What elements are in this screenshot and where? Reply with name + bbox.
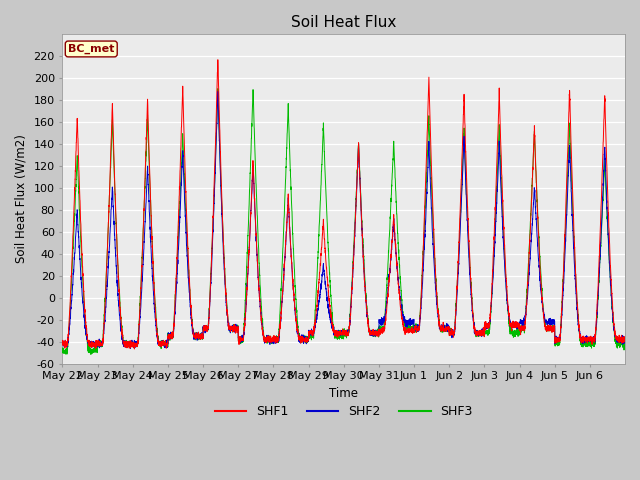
- SHF2: [214, 89, 221, 95]
- Y-axis label: Soil Heat Flux (W/m2): Soil Heat Flux (W/m2): [15, 134, 28, 263]
- SHF3: [214, 86, 221, 92]
- SHF1: [365, 325, 372, 331]
- SHF3: [621, 341, 629, 347]
- SHF2: [59, 339, 67, 345]
- SHF2: [365, 327, 372, 333]
- SHF2: [395, 285, 403, 290]
- SHF2: [127, 346, 134, 351]
- SHF2: [541, 316, 548, 322]
- Title: Soil Heat Flux: Soil Heat Flux: [291, 15, 396, 30]
- Legend: SHF1, SHF2, SHF3: SHF1, SHF2, SHF3: [209, 400, 478, 423]
- SHF3: [541, 320, 548, 325]
- Line: SHF1: SHF1: [63, 60, 625, 349]
- SHF3: [499, 199, 506, 205]
- SHF2: [621, 339, 629, 345]
- Line: SHF3: SHF3: [63, 89, 625, 354]
- SHF3: [175, 214, 183, 219]
- SHF2: [526, 258, 534, 264]
- Line: SHF2: SHF2: [63, 92, 625, 348]
- SHF1: [621, 335, 629, 340]
- SHF3: [526, 231, 534, 237]
- Text: BC_met: BC_met: [68, 44, 115, 54]
- SHF3: [59, 350, 67, 356]
- SHF1: [395, 287, 403, 292]
- SHF1: [541, 320, 548, 326]
- SHF1: [59, 338, 67, 344]
- SHF3: [395, 257, 403, 263]
- SHF1: [214, 57, 221, 62]
- SHF2: [499, 214, 506, 219]
- SHF1: [131, 346, 138, 352]
- SHF3: [365, 324, 372, 330]
- SHF1: [175, 193, 183, 199]
- SHF1: [526, 235, 534, 240]
- X-axis label: Time: Time: [329, 387, 358, 400]
- SHF2: [175, 230, 183, 236]
- SHF1: [499, 187, 506, 193]
- SHF3: [87, 351, 95, 357]
